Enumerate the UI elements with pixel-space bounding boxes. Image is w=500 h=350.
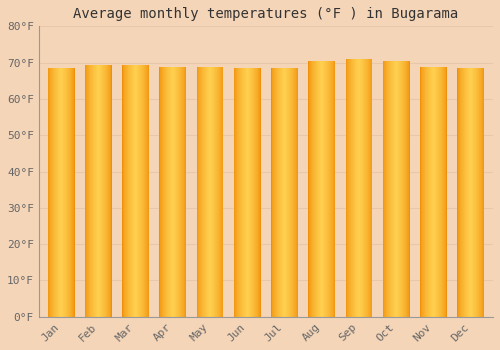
Title: Average monthly temperatures (°F ) in Bugarama: Average monthly temperatures (°F ) in Bu… — [74, 7, 458, 21]
